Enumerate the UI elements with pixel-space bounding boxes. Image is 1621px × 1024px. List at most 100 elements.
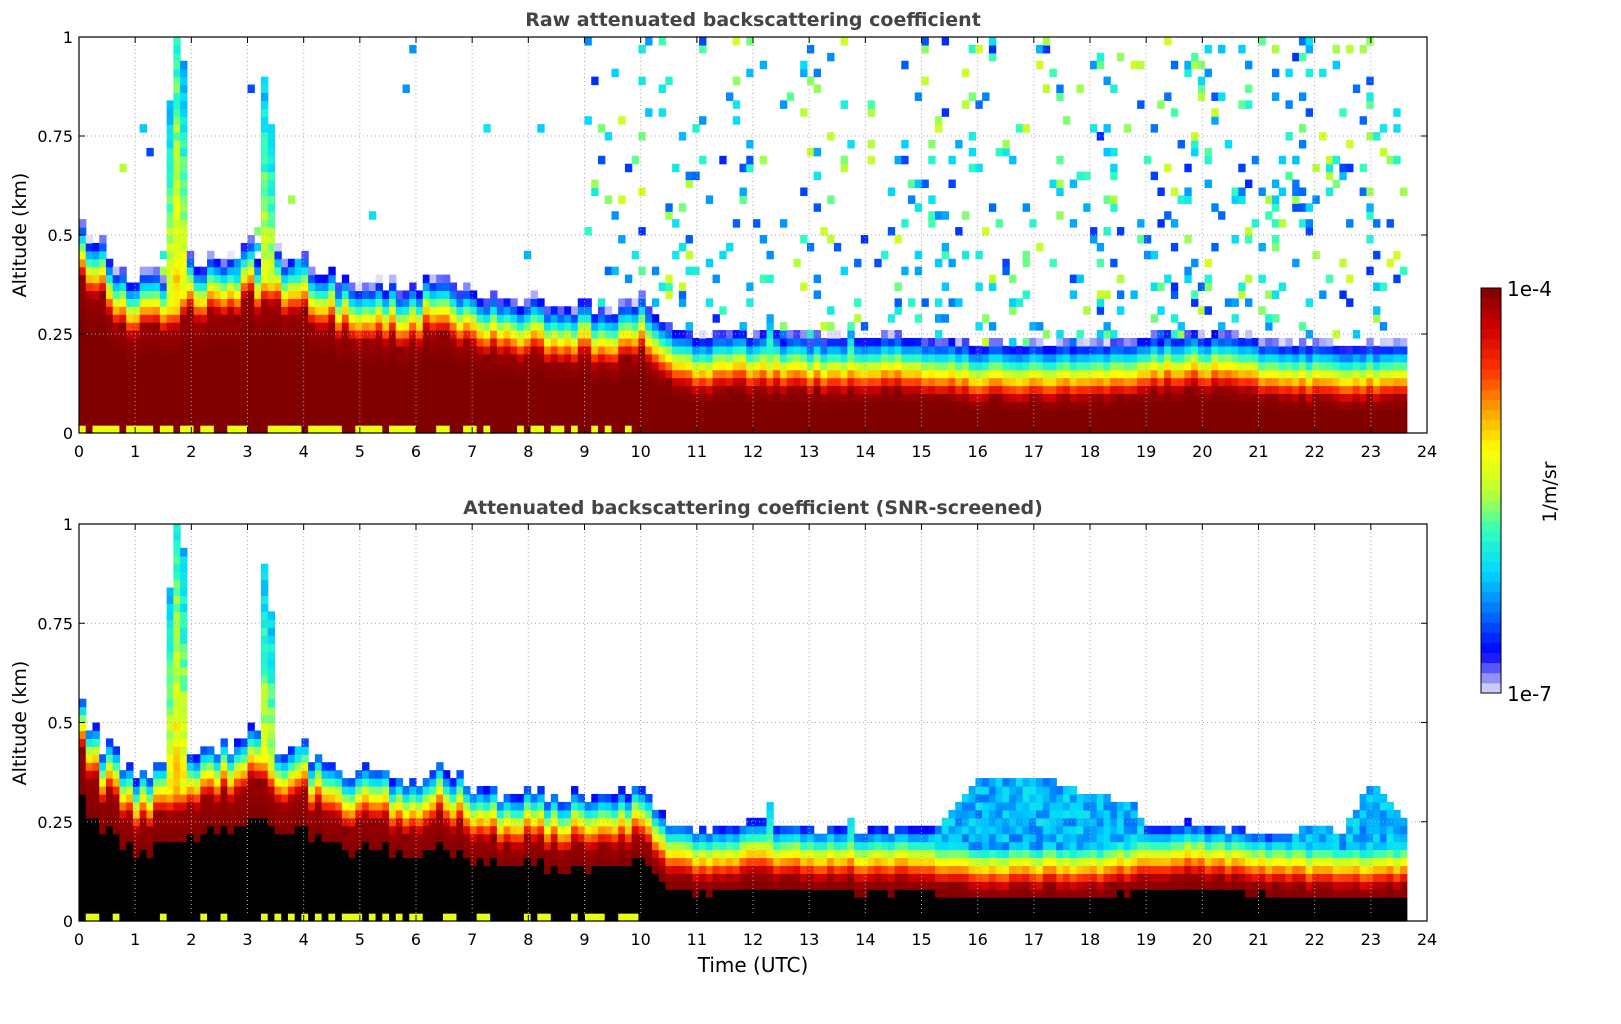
heatmap-cell bbox=[214, 378, 221, 387]
heatmap-cell bbox=[113, 314, 120, 323]
heatmap-cell bbox=[504, 385, 511, 394]
heatmap-cell bbox=[1380, 148, 1387, 157]
heatmap-cell bbox=[301, 746, 308, 755]
heatmap-cell bbox=[133, 393, 140, 402]
heatmap-cell bbox=[369, 314, 376, 323]
heatmap-cell bbox=[483, 314, 490, 323]
heatmap-cell bbox=[1232, 370, 1239, 379]
heatmap-cell bbox=[1171, 283, 1178, 292]
heatmap-cell bbox=[355, 865, 362, 874]
heatmap-cell bbox=[99, 794, 106, 803]
heatmap-cell bbox=[268, 707, 275, 716]
heatmap-cell bbox=[1191, 370, 1198, 379]
heatmap-cell bbox=[1312, 251, 1319, 260]
heatmap-cell bbox=[1144, 393, 1151, 402]
heatmap-cell bbox=[86, 417, 93, 426]
heatmap-cell bbox=[126, 314, 133, 323]
heatmap-cell bbox=[1009, 401, 1016, 410]
heatmap-cell bbox=[1178, 425, 1185, 434]
heatmap-cell bbox=[483, 393, 490, 402]
heatmap-cell bbox=[847, 338, 854, 347]
heatmap-cell bbox=[598, 401, 605, 410]
heatmap-cell bbox=[847, 354, 854, 363]
heatmap-cell bbox=[133, 338, 140, 347]
heatmap-cell bbox=[187, 873, 194, 882]
heatmap-cell bbox=[477, 306, 484, 315]
heatmap-cell bbox=[274, 881, 281, 890]
heatmap-cell bbox=[86, 881, 93, 890]
heatmap-cell bbox=[180, 699, 187, 708]
heatmap-cell bbox=[659, 362, 666, 371]
heatmap-cell bbox=[86, 425, 93, 434]
heatmap-cell bbox=[187, 409, 194, 418]
heatmap-cell bbox=[800, 346, 807, 355]
heatmap-cell bbox=[140, 802, 147, 811]
heatmap-cell bbox=[820, 401, 827, 410]
heatmap-cell bbox=[1225, 298, 1232, 307]
heatmap-cell bbox=[261, 267, 268, 276]
heatmap-cell bbox=[99, 857, 106, 866]
heatmap-cell bbox=[322, 762, 329, 771]
heatmap-cell bbox=[194, 401, 201, 410]
heatmap-cell bbox=[119, 850, 126, 859]
heatmap-cell bbox=[740, 409, 747, 418]
heatmap-cell bbox=[301, 834, 308, 843]
heatmap-cell bbox=[301, 283, 308, 292]
heatmap-cell bbox=[254, 393, 261, 402]
heatmap-cell bbox=[234, 810, 241, 819]
heatmap-cell bbox=[598, 393, 605, 402]
heatmap-cell bbox=[106, 873, 113, 882]
heatmap-cell bbox=[1050, 370, 1057, 379]
heatmap-cell bbox=[194, 409, 201, 418]
heatmap-cell bbox=[355, 290, 362, 299]
heatmap-cell bbox=[1009, 346, 1016, 355]
heatmap-cell bbox=[814, 148, 821, 157]
heatmap-cell bbox=[504, 370, 511, 379]
heatmap-cell bbox=[248, 378, 255, 387]
heatmap-cell bbox=[173, 235, 180, 244]
heatmap-cell bbox=[409, 338, 416, 347]
heatmap-cell bbox=[1157, 417, 1164, 426]
heatmap-cell bbox=[558, 322, 565, 331]
heatmap-cell bbox=[342, 881, 349, 890]
heatmap-cell bbox=[409, 873, 416, 882]
heatmap-cell bbox=[1252, 346, 1259, 355]
heatmap-cell bbox=[618, 362, 625, 371]
heatmap-cell bbox=[1171, 417, 1178, 426]
heatmap-cell bbox=[510, 401, 517, 410]
heatmap-cell bbox=[632, 314, 639, 323]
heatmap-cell bbox=[79, 235, 86, 244]
heatmap-cell bbox=[140, 409, 147, 418]
heatmap-cell bbox=[173, 164, 180, 173]
heatmap-cell bbox=[241, 905, 248, 914]
heatmap-cell bbox=[1016, 393, 1023, 402]
heatmap-cell bbox=[1191, 346, 1198, 355]
heatmap-cell bbox=[1360, 45, 1367, 54]
heatmap-cell bbox=[389, 401, 396, 410]
heatmap-cell bbox=[274, 778, 281, 787]
heatmap-cell bbox=[1002, 354, 1009, 363]
heatmap-cell bbox=[409, 378, 416, 387]
heatmap-cell bbox=[1265, 425, 1272, 434]
heatmap-cell bbox=[382, 881, 389, 890]
heatmap-cell bbox=[146, 378, 153, 387]
heatmap-cell bbox=[241, 762, 248, 771]
heatmap-cell bbox=[625, 322, 632, 331]
x-tick-label: 20 bbox=[1192, 442, 1212, 461]
heatmap-cell bbox=[92, 905, 99, 914]
heatmap-cell bbox=[221, 259, 228, 268]
heatmap-cell bbox=[1232, 338, 1239, 347]
heatmap-cell bbox=[504, 401, 511, 410]
heatmap-cell bbox=[268, 243, 275, 252]
heatmap-cell bbox=[180, 730, 187, 739]
heatmap-cell bbox=[1077, 354, 1084, 363]
heatmap-cell bbox=[787, 425, 794, 434]
heatmap-cell bbox=[227, 385, 234, 394]
heatmap-cell bbox=[625, 417, 632, 426]
heatmap-cell bbox=[126, 865, 133, 874]
heatmap-cell bbox=[86, 306, 93, 315]
heatmap-cell bbox=[126, 322, 133, 331]
heatmap-cell bbox=[180, 100, 187, 109]
heatmap-cell bbox=[1387, 362, 1394, 371]
heatmap-cell bbox=[1110, 259, 1117, 268]
